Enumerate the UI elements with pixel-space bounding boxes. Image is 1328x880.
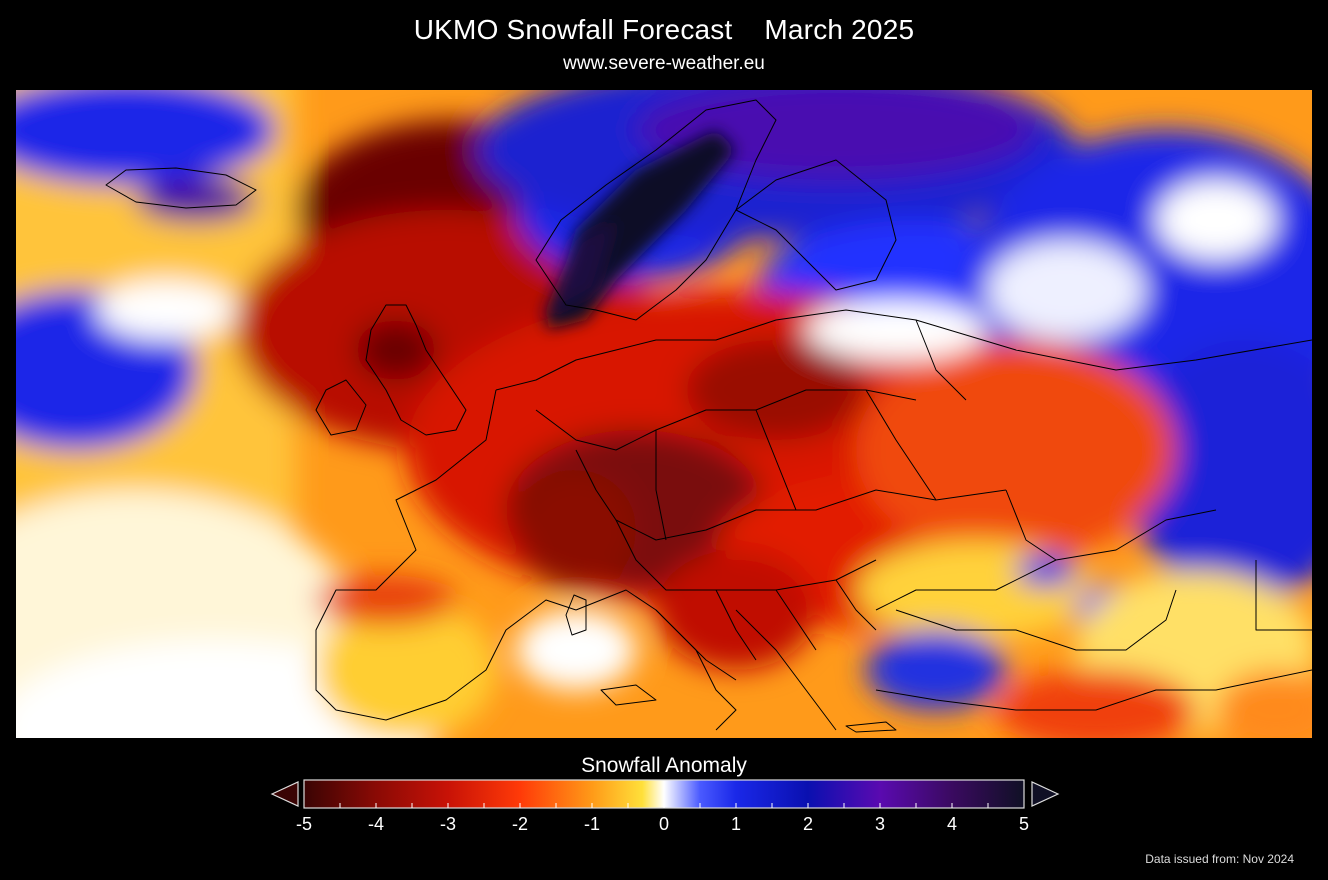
colorbar-tick-label: -3 [439,814,457,834]
colorbar-tick-label: 2 [802,814,814,834]
colorbar-tick-label: -5 [295,814,313,834]
color-bar [270,779,1060,809]
colorbar-tick-label: -2 [511,814,529,834]
colorbar-tick-label: 3 [874,814,886,834]
colorbar-high-arrow [1031,781,1060,807]
colorbar-tick-label: -1 [583,814,601,834]
colorbar-tick-label: 1 [730,814,742,834]
legend-title: Snowfall Anomaly [581,754,747,777]
map-title: UKMO Snowfall Forecast March 2025 [413,14,915,45]
source-url: www.severe-weather.eu [563,53,765,74]
colorbar-tick-label: 0 [658,814,670,834]
colorbar-low-arrow [270,781,299,807]
colorbar-tick-label: 5 [1018,814,1030,834]
colorbar-tick-label: -4 [367,814,385,834]
colorbar-tick-label: 4 [946,814,958,834]
anomaly-map [16,90,1312,738]
issued-note: Data issued from: Nov 2024 [1145,852,1294,866]
